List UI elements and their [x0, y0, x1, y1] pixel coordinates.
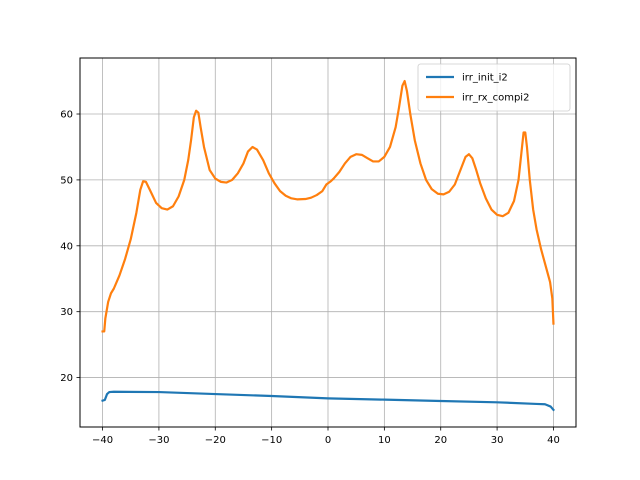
y-tick-label: 40: [60, 241, 73, 252]
x-tick-label: 20: [434, 435, 447, 446]
y-tick-label: 60: [60, 110, 73, 121]
legend-label: irr_init_i2: [462, 73, 508, 84]
x-tick-label: 10: [378, 435, 391, 446]
x-tick-label: 40: [547, 435, 560, 446]
legend: irr_init_i2 irr_rx_compi2: [417, 63, 571, 112]
y-tick-label: 30: [60, 307, 73, 318]
axis-ticks: −40 −30 −20 −10 0 10 20 30 40 20 30 40 50 60: [60, 110, 560, 446]
series-line-irr_init_i2: [101, 390, 556, 412]
x-tick-label: −40: [92, 435, 113, 446]
series-line-irr_rx_compi2: [101, 79, 555, 333]
legend-box: [417, 63, 571, 112]
y-tick-label: 50: [60, 175, 73, 186]
x-tick-label: −30: [148, 435, 169, 446]
x-tick-label: −20: [205, 435, 226, 446]
legend-label: irr_rx_compi2: [462, 93, 529, 104]
y-tick-label: 20: [60, 373, 73, 384]
x-tick-label: 0: [325, 435, 331, 446]
series-lines: [101, 79, 556, 412]
grid: [80, 58, 576, 427]
x-tick-label: −10: [261, 435, 282, 446]
x-tick-label: 30: [491, 435, 504, 446]
